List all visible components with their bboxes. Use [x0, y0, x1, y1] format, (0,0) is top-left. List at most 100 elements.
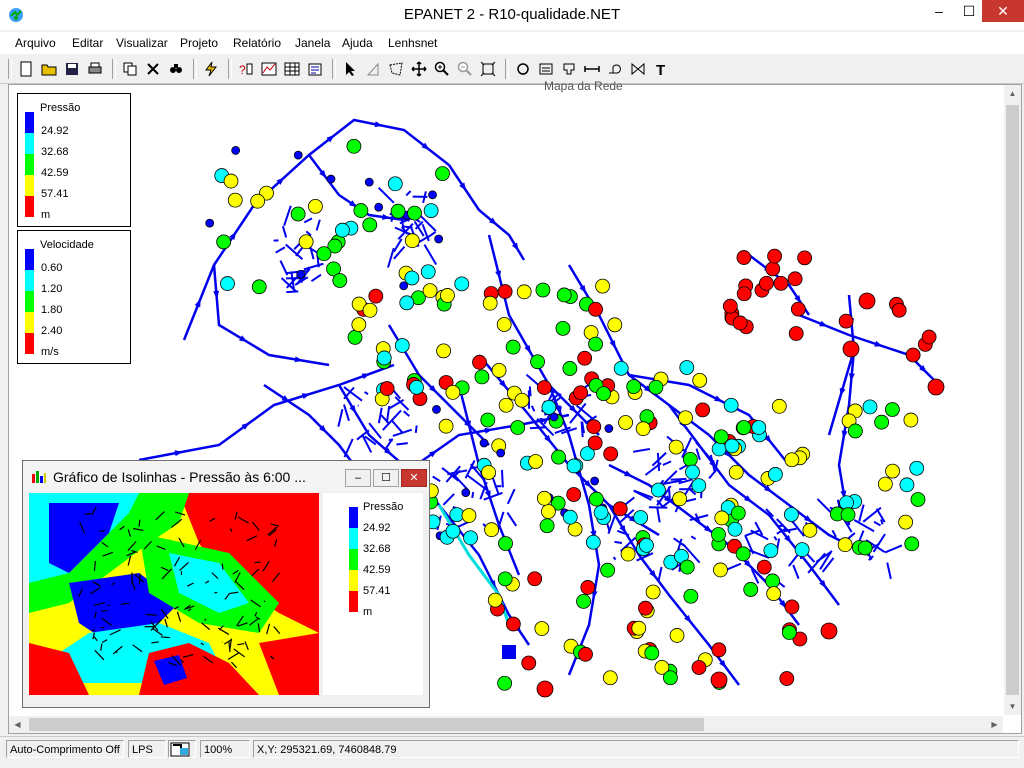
velocity-legend-value: 2.40: [41, 325, 63, 337]
contour-swatch-1: [349, 507, 358, 528]
velocity-legend[interactable]: Velocidade 0.60 1.20 1.80 2.40 m/s: [17, 230, 131, 364]
junction-node: [644, 645, 660, 661]
scroll-left-icon[interactable]: ◀: [14, 720, 21, 729]
contour-window-titlebar[interactable]: Gráfico de Isolinhas - Pressão às 6:00 .…: [23, 461, 429, 491]
contour-close-button[interactable]: ✕: [401, 469, 427, 487]
minimize-button[interactable]: –: [935, 3, 943, 19]
query-icon: ?: [239, 63, 253, 77]
junction-button[interactable]: [513, 59, 533, 79]
options-button[interactable]: [305, 59, 325, 79]
flow-arrow: [764, 435, 772, 444]
menu-arquivo[interactable]: Arquivo: [15, 36, 56, 50]
menu-editar[interactable]: Editar: [72, 36, 104, 50]
copy-button[interactable]: [120, 59, 140, 79]
scroll-right-icon[interactable]: ▶: [991, 720, 998, 729]
valve-button[interactable]: [628, 59, 648, 79]
menu-lenhsnet[interactable]: Lenhsnet: [388, 36, 438, 50]
junction-node: [722, 298, 738, 314]
contour-network-pipe: [227, 652, 240, 660]
menu-projeto[interactable]: Projeto: [180, 36, 219, 50]
pan-button[interactable]: [409, 59, 429, 79]
open-button[interactable]: [39, 59, 59, 79]
full-extent-button[interactable]: [478, 59, 498, 79]
junction-node: [220, 276, 235, 291]
table-button[interactable]: [282, 59, 302, 79]
junction-node: [735, 546, 751, 562]
contour-network-pipe: [233, 648, 246, 658]
junction-node: [498, 397, 514, 413]
menu-ajuda[interactable]: Ajuda: [342, 36, 373, 50]
run-button[interactable]: [201, 59, 221, 79]
close-button[interactable]: ✕: [982, 0, 1024, 22]
contour-network-pipe: [132, 527, 144, 532]
junction-node: [877, 476, 893, 492]
pipe: [441, 467, 460, 482]
horizontal-scrollbar[interactable]: ◀ ▶: [9, 716, 1003, 733]
print-button[interactable]: [85, 59, 105, 79]
query-button[interactable]: ?: [236, 59, 256, 79]
window-title: EPANET 2 - R10-qualidade.NET: [403, 6, 621, 23]
toolbar-separator: [332, 59, 336, 79]
pipe-button[interactable]: [582, 59, 602, 79]
save-icon: [66, 63, 78, 75]
save-button[interactable]: [62, 59, 82, 79]
contour-minimize-button[interactable]: –: [345, 469, 371, 487]
flow-arrow: [569, 405, 577, 413]
junction-node: [903, 412, 919, 428]
pipe: [387, 399, 405, 410]
pipe: [394, 396, 410, 411]
contour-network-pipe: [138, 519, 141, 527]
select-region-button[interactable]: [386, 59, 406, 79]
contour-network-pipe: [115, 651, 118, 654]
pump-button[interactable]: [605, 59, 625, 79]
junction-node: [316, 246, 332, 262]
scroll-down-icon[interactable]: ▼: [1008, 702, 1017, 711]
pressure-legend[interactable]: Pressão 24.92 32.68 42.59 57.41 m: [17, 93, 131, 227]
junction-node: [692, 372, 708, 388]
contour-network-pipe: [130, 549, 138, 554]
label-button[interactable]: T: [651, 59, 671, 79]
select-button[interactable]: [340, 59, 360, 79]
junction-node: [404, 270, 420, 286]
find-button[interactable]: [166, 59, 186, 79]
new-button[interactable]: [16, 59, 36, 79]
pipe: [783, 527, 797, 533]
pipe: [364, 435, 377, 446]
vertical-scrollbar[interactable]: ▲ ▼: [1004, 85, 1021, 715]
junction-node: [251, 279, 267, 295]
auto-length-status[interactable]: Auto-Comprimento Off: [6, 740, 124, 758]
select-vertex-button[interactable]: [363, 59, 383, 79]
delete-button[interactable]: [143, 59, 163, 79]
flow-arrow: [744, 560, 752, 568]
maximize-button[interactable]: ☐: [962, 3, 976, 19]
vertical-scroll-thumb[interactable]: [1006, 105, 1019, 695]
junction-node: [479, 438, 489, 448]
menu-janela[interactable]: Janela: [295, 36, 331, 50]
contour-network-pipe: [93, 636, 98, 642]
tank-button[interactable]: [559, 59, 579, 79]
graph-button[interactable]: [259, 59, 279, 79]
network-map-canvas[interactable]: [9, 85, 1003, 713]
contour-network-pipe: [250, 599, 261, 608]
scroll-up-icon[interactable]: ▲: [1008, 89, 1017, 98]
contour-network-pipe: [273, 626, 281, 634]
pipe: [873, 520, 881, 527]
junction-node: [541, 399, 557, 415]
menu-relatorio[interactable]: Relatório: [233, 36, 282, 50]
junction-node: [781, 625, 797, 640]
contour-maximize-button[interactable]: ☐: [373, 469, 399, 487]
zoom-in-button[interactable]: [432, 59, 452, 79]
junction-node: [639, 537, 654, 553]
menu-visualizar[interactable]: Visualizar: [116, 36, 168, 50]
reservoir-button[interactable]: [536, 59, 556, 79]
junction-node: [773, 275, 789, 291]
pipe: [303, 217, 313, 224]
contour-plot-canvas[interactable]: [29, 493, 319, 695]
pipe: [528, 386, 532, 397]
zoom-out-button[interactable]: [455, 59, 475, 79]
horizontal-scroll-thumb[interactable]: [29, 718, 704, 731]
junction-node: [679, 360, 695, 375]
contour-plot-window[interactable]: Gráfico de Isolinhas - Pressão às 6:00 .…: [22, 460, 430, 708]
epanet-app-icon[interactable]: [8, 7, 24, 23]
pipe: [281, 225, 288, 238]
